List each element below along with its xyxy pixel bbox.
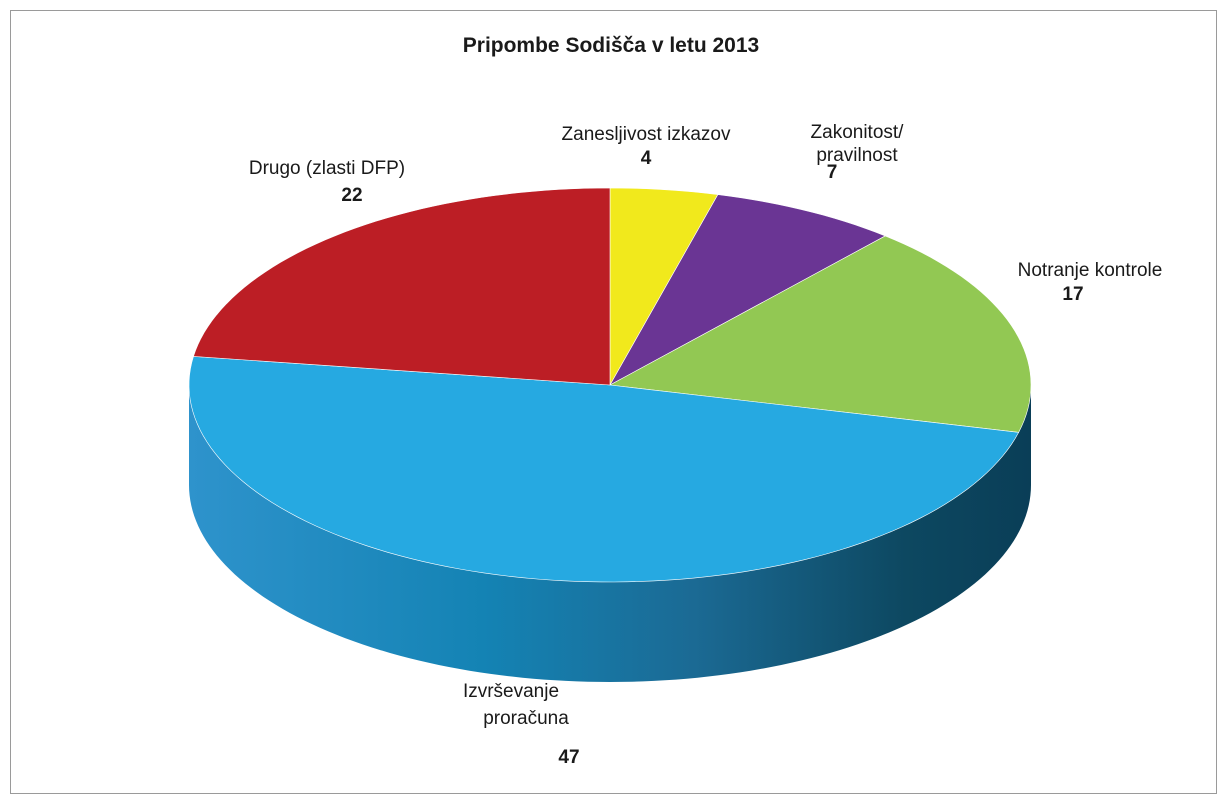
- slice-value: 4: [641, 148, 652, 169]
- pie-top-group: [188, 187, 1032, 583]
- pie-slice-1: [609, 194, 886, 386]
- pie-slice-2: [609, 235, 1032, 433]
- slice-label-text: proračuna: [483, 708, 569, 729]
- svg-text:Zakonitost/: Zakonitost/: [811, 122, 905, 143]
- svg-text:pravilnost: pravilnost: [816, 145, 898, 166]
- slice-label-text: Notranje kontrole: [1018, 260, 1163, 281]
- slice-label-text: Zakonitost/: [811, 122, 905, 143]
- slice-label-zanesljivost: Zanesljivost izkazov 4: [562, 124, 731, 169]
- slice-label-notranje: Notranje kontrole 17: [1018, 260, 1163, 305]
- slice-label-izvrsevanje: Izvrševanje proračuna 47: [463, 681, 580, 768]
- svg-text:Drugo (zlasti DFP): Drugo (zlasti DFP): [249, 158, 405, 179]
- chart-title: Pripombe Sodišča v letu 2013: [463, 34, 759, 57]
- svg-text:proračuna: proračuna: [483, 708, 569, 729]
- slice-label-text: Zanesljivost izkazov: [562, 124, 731, 145]
- slice-label-text: Drugo (zlasti DFP): [249, 158, 405, 179]
- svg-text:Izvrševanje: Izvrševanje: [463, 681, 559, 702]
- slice-label-text: pravilnost: [816, 145, 898, 166]
- slice-value: 7: [827, 162, 838, 183]
- pie-slice-3: [188, 356, 1020, 583]
- svg-text:Notranje kontrole: Notranje kontrole: [1018, 260, 1163, 281]
- slice-value: 17: [1062, 284, 1083, 305]
- pie-slice-4: [193, 187, 611, 386]
- svg-text:Zanesljivost izkazov: Zanesljivost izkazov: [562, 124, 731, 145]
- slice-label-text: Izvrševanje: [463, 681, 559, 702]
- slice-value: 22: [341, 185, 362, 206]
- slice-label-drugo: Drugo (zlasti DFP) 22: [249, 158, 405, 206]
- slice-label-zakonitost: Zakonitost/ pravilnost 7: [811, 122, 905, 183]
- pie-side-group: [189, 385, 1031, 682]
- slice-value: 47: [558, 747, 579, 768]
- pie-slice-0: [609, 187, 719, 387]
- pie-side-wall: [189, 385, 1031, 682]
